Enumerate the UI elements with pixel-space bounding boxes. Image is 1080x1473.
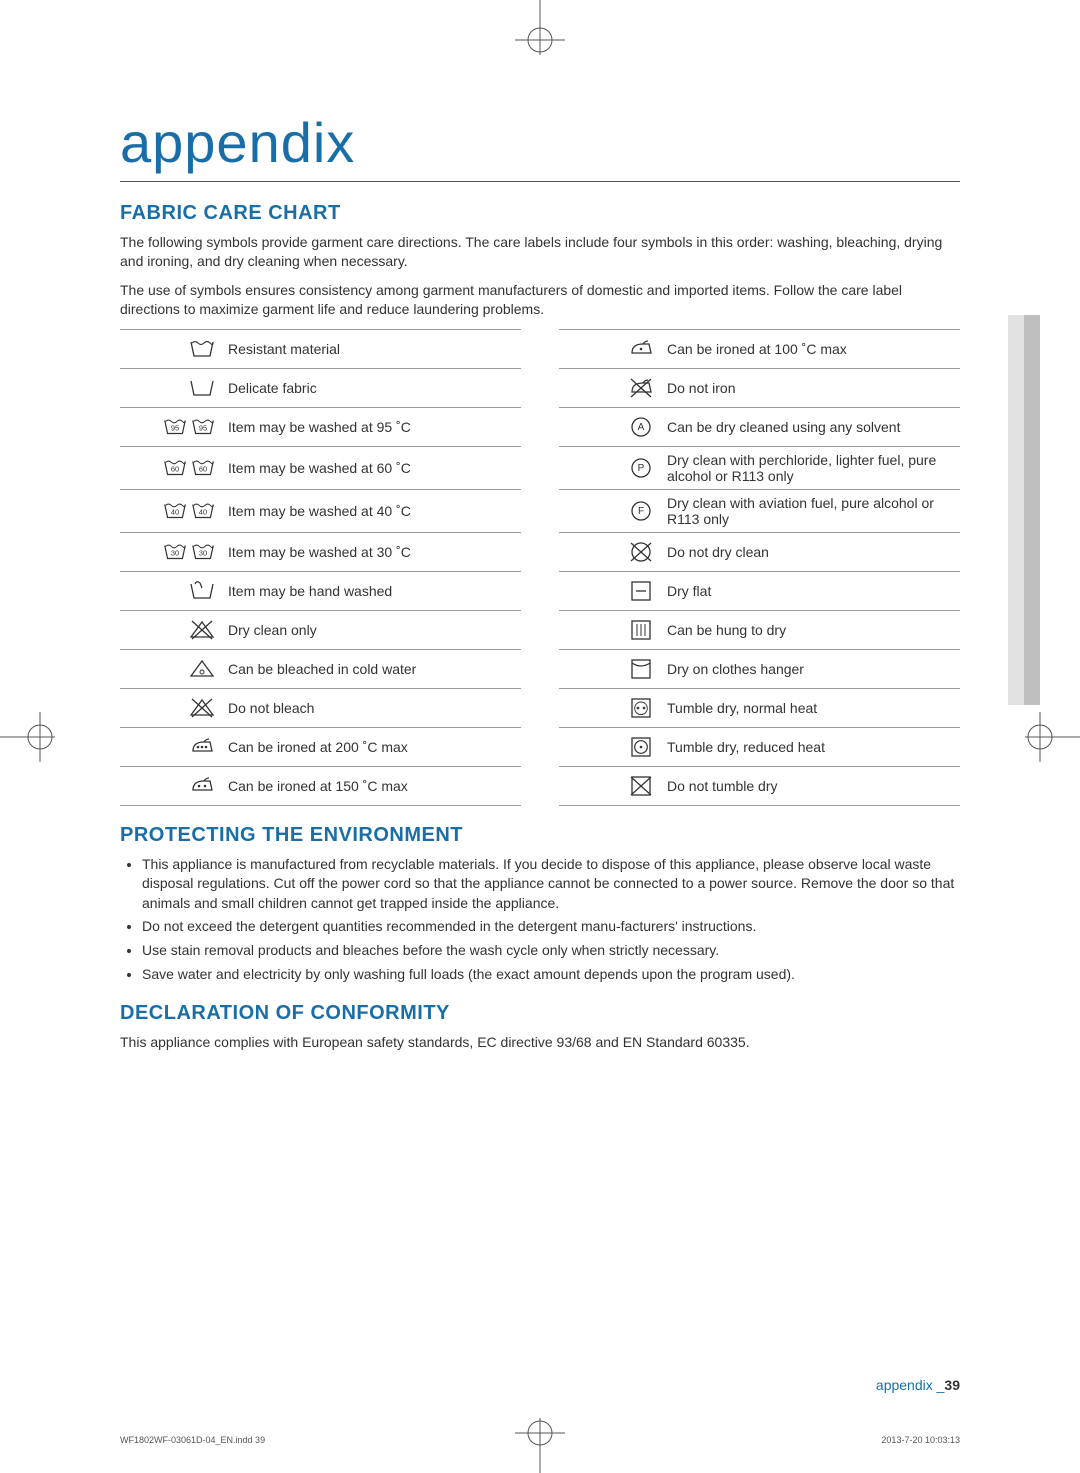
footer-page: 39 (944, 1377, 960, 1393)
regmark-top (510, 0, 570, 60)
env-bullet: This appliance is manufactured from recy… (142, 855, 960, 914)
care-desc-left: Can be ironed at 150 ˚C max (222, 766, 521, 805)
care-desc-right: Dry clean with aviation fuel, pure alcoh… (661, 489, 960, 532)
fabric-row: Resistant material Can be ironed at 100 ˚… (120, 329, 960, 368)
fabric-row: 40 40 Item may be washed at 40 ˚C F Dry clea… (120, 489, 960, 532)
regmark-right (1020, 707, 1080, 767)
care-symbol-right (559, 368, 661, 407)
fabric-row: 30 30 Item may be washed at 30 ˚C Do not dr… (120, 532, 960, 571)
care-desc-right: Dry clean with perchloride, lighter fuel… (661, 446, 960, 489)
svg-text:40: 40 (199, 507, 207, 516)
care-symbol-right (559, 688, 661, 727)
svg-text:60: 60 (199, 464, 207, 473)
decl-text: This appliance complies with European sa… (120, 1033, 960, 1052)
printmark-left: WF1802WF-03061D-04_EN.indd 39 (120, 1435, 265, 1445)
care-desc-right: Do not dry clean (661, 532, 960, 571)
care-desc-left: Do not bleach (222, 688, 521, 727)
page-footer: appendix _39 (876, 1377, 960, 1393)
care-desc-right: Tumble dry, reduced heat (661, 727, 960, 766)
care-desc-right: Do not iron (661, 368, 960, 407)
care-symbol-left (120, 368, 222, 407)
care-symbol-right (559, 571, 661, 610)
care-symbol-left (120, 329, 222, 368)
care-desc-left: Item may be washed at 60 ˚C (222, 446, 521, 489)
care-desc-right: Do not tumble dry (661, 766, 960, 805)
fabric-row: Can be ironed at 200 ˚C max Tumble dry, r… (120, 727, 960, 766)
care-symbol-right (559, 329, 661, 368)
care-symbol-right (559, 649, 661, 688)
care-symbol-right (559, 532, 661, 571)
svg-text:40: 40 (171, 507, 179, 516)
fabric-care-table: Resistant material Can be ironed at 100 ˚… (120, 329, 960, 806)
care-symbol-left (120, 688, 222, 727)
side-tab-light (1008, 315, 1024, 705)
regmark-bottom (510, 1413, 570, 1473)
svg-text:30: 30 (199, 548, 207, 557)
fabric-row: Item may be hand washed Dry flat (120, 571, 960, 610)
care-symbol-left (120, 727, 222, 766)
fabric-row: Can be ironed at 150 ˚C max Do not tumble… (120, 766, 960, 805)
care-desc-left: Item may be washed at 30 ˚C (222, 532, 521, 571)
fabric-row: Can be bleached in cold water Dry on clot… (120, 649, 960, 688)
care-symbol-right: A (559, 407, 661, 446)
env-bullet: Use stain removal products and bleaches … (142, 941, 960, 961)
care-desc-right: Can be hung to dry (661, 610, 960, 649)
care-desc-left: Can be bleached in cold water (222, 649, 521, 688)
printmark-right: 2013-7-20 10:03:13 (881, 1435, 960, 1445)
care-desc-left: Item may be hand washed (222, 571, 521, 610)
care-desc-left: Resistant material (222, 329, 521, 368)
care-symbol-right (559, 727, 661, 766)
regmark-left (0, 707, 60, 767)
svg-text:60: 60 (171, 464, 179, 473)
fabric-heading: FABRIC CARE CHART (120, 202, 960, 225)
care-symbol-right (559, 610, 661, 649)
env-bullets: This appliance is manufactured from recy… (120, 855, 960, 985)
care-symbol-left: 40 40 (120, 489, 222, 532)
page-content: appendix FABRIC CARE CHART The following… (0, 0, 1080, 1102)
care-desc-right: Can be dry cleaned using any solvent (661, 407, 960, 446)
decl-heading: DECLARATION OF CONFORMITY (120, 1002, 960, 1025)
care-symbol-left (120, 610, 222, 649)
care-symbol-left: 30 30 (120, 532, 222, 571)
footer-label: appendix _ (876, 1377, 945, 1393)
care-symbol-right (559, 766, 661, 805)
svg-text:95: 95 (171, 423, 179, 432)
fabric-intro-2: The use of symbols ensures consistency a… (120, 281, 960, 319)
care-symbol-left (120, 649, 222, 688)
env-bullet: Save water and electricity by only washi… (142, 965, 960, 985)
care-symbol-right: P (559, 446, 661, 489)
svg-text:P: P (638, 463, 645, 474)
care-desc-left: Dry clean only (222, 610, 521, 649)
care-desc-left: Can be ironed at 200 ˚C max (222, 727, 521, 766)
care-desc-left: Item may be washed at 95 ˚C (222, 407, 521, 446)
care-desc-right: Can be ironed at 100 ˚C max (661, 329, 960, 368)
care-symbol-left: 60 60 (120, 446, 222, 489)
fabric-intro-1: The following symbols provide garment ca… (120, 233, 960, 271)
care-desc-left: Item may be washed at 40 ˚C (222, 489, 521, 532)
care-desc-right: Dry flat (661, 571, 960, 610)
care-symbol-left (120, 571, 222, 610)
page-title: appendix (120, 110, 960, 182)
care-symbol-left: 95 95 (120, 407, 222, 446)
svg-text:95: 95 (199, 423, 207, 432)
care-symbol-left (120, 766, 222, 805)
fabric-row: Dry clean only Can be hung to dry (120, 610, 960, 649)
fabric-row: Do not bleach Tumble dry, normal heat (120, 688, 960, 727)
svg-text:A: A (638, 422, 645, 433)
care-desc-left: Delicate fabric (222, 368, 521, 407)
care-desc-right: Dry on clothes hanger (661, 649, 960, 688)
side-tab-dark (1024, 315, 1040, 705)
fabric-row: 95 95 Item may be washed at 95 ˚C A Can be d… (120, 407, 960, 446)
svg-text:F: F (638, 506, 644, 517)
fabric-row: Delicate fabric Do not iron (120, 368, 960, 407)
fabric-row: 60 60 Item may be washed at 60 ˚C P Dry clea… (120, 446, 960, 489)
env-bullet: Do not exceed the detergent quantities r… (142, 917, 960, 937)
care-symbol-right: F (559, 489, 661, 532)
care-desc-right: Tumble dry, normal heat (661, 688, 960, 727)
svg-text:30: 30 (171, 548, 179, 557)
env-heading: PROTECTING THE ENVIRONMENT (120, 824, 960, 847)
